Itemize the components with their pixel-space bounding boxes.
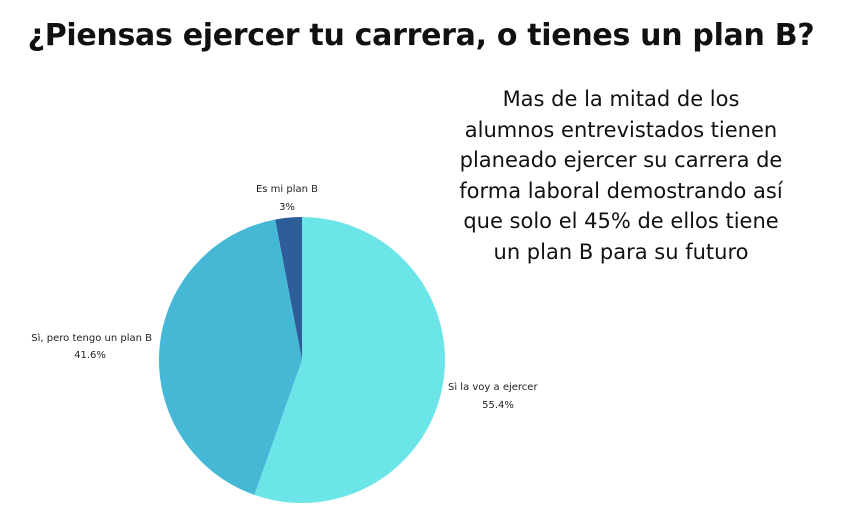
pie-slice-0 [254,217,445,503]
chart-title: ¿Piensas ejercer tu carrera, o tienes un… [27,18,815,53]
pie-labels: Sì la voy a ejercer 55.4% Sì, pero tengo… [31,184,538,411]
annotation-line: un plan B para su futuro [493,239,749,264]
annotation-line: forma laboral demostrando así [459,178,783,203]
slice-label-value-1: 41.6% [74,350,106,361]
annotation-line: alumnos entrevistados tienen [464,117,778,142]
annotation-text: Mas de la mitad de los alumnos entrevist… [438,84,804,267]
slice-label-name-1: Sì, pero tengo un plan B [31,332,152,344]
pie-slice-2 [275,217,302,360]
pie-slice-1 [158,219,302,495]
annotation-line: que solo el 45% de ellos tiene [463,209,779,233]
annotation-line: Mas de la mitad de los [502,87,740,111]
slice-label-name-2: Es mi plan B [256,184,318,195]
slice-label-name-0: Sì la voy a ejercer [448,381,538,393]
annotation-line: planeado ejercer su carrera de [459,148,783,172]
pie-slices [158,217,445,503]
slice-label-value-0: 55.4% [482,400,514,411]
slice-label-value-2: 3% [279,202,295,213]
